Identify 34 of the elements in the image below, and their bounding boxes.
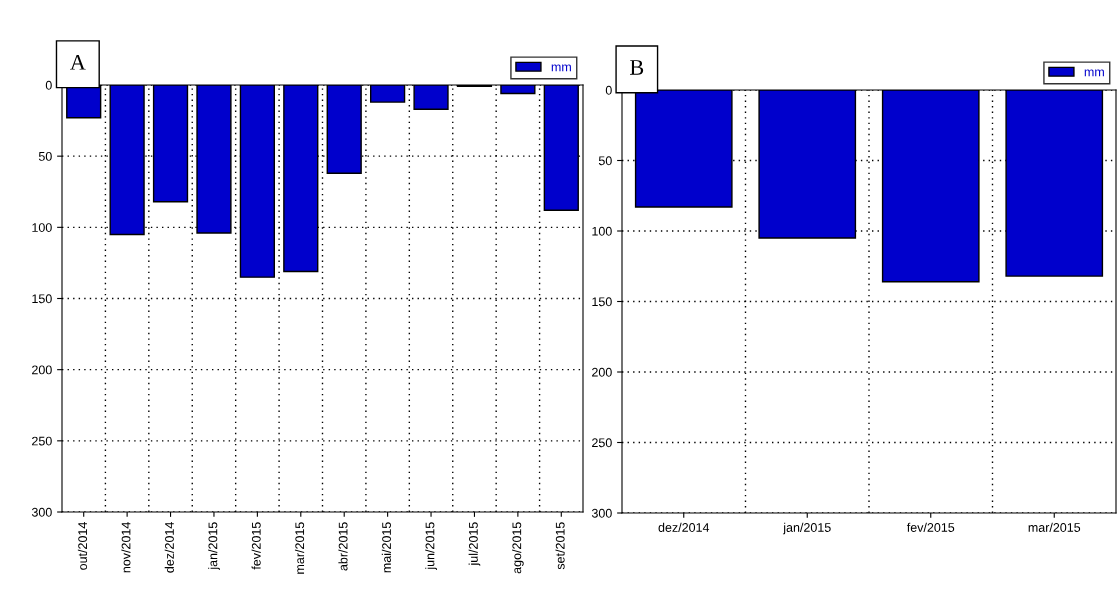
x-tick-label: out/2014: [77, 522, 88, 570]
x-tick-label: set/2015: [555, 522, 565, 570]
x-tick-label: abr/2015: [338, 522, 348, 571]
x-tick-label: fev/2015: [251, 522, 261, 570]
y-tick-label: 200: [32, 365, 52, 375]
y-tick-label: 0: [45, 80, 52, 90]
x-tick-label: dez/2014: [658, 522, 710, 532]
y-tick-label: 300: [591, 508, 612, 518]
x-tick-label: mai/2015: [381, 522, 391, 573]
legend-label: mm: [551, 64, 571, 72]
x-tick-label: jan/2015: [208, 522, 220, 570]
y-tick-label: 50: [598, 156, 612, 166]
y-tick-label: 150: [592, 297, 612, 307]
x-tick-label: mar/2015: [294, 522, 305, 574]
y-tick-label: 100: [32, 223, 52, 232]
y-tick-label: 50: [38, 151, 52, 161]
y-tick-label: 250: [32, 436, 52, 446]
x-tick-label: jan/2015: [782, 522, 831, 535]
y-tick-label: 250: [592, 438, 612, 448]
y-tick-label: 300: [31, 507, 52, 517]
y-tick-label: 0: [605, 85, 612, 95]
x-tick-label: jul/2015: [468, 522, 481, 566]
legend-label: mm: [1084, 69, 1104, 77]
x-tick-label: ago/2015: [512, 522, 524, 574]
text: A: [70, 54, 86, 70]
x-tick-label: nov/2014: [121, 522, 131, 573]
y-tick-label: 100: [592, 226, 612, 236]
y-tick-label: 200: [592, 367, 612, 377]
text: B: [630, 60, 644, 75]
x-tick-label: jun/2015: [425, 522, 437, 570]
x-tick-label: fev/2015: [906, 522, 955, 532]
x-tick-label: dez/2014: [164, 522, 174, 573]
y-tick-label: 150: [32, 294, 52, 304]
x-tick-label: mar/2015: [1028, 522, 1081, 532]
